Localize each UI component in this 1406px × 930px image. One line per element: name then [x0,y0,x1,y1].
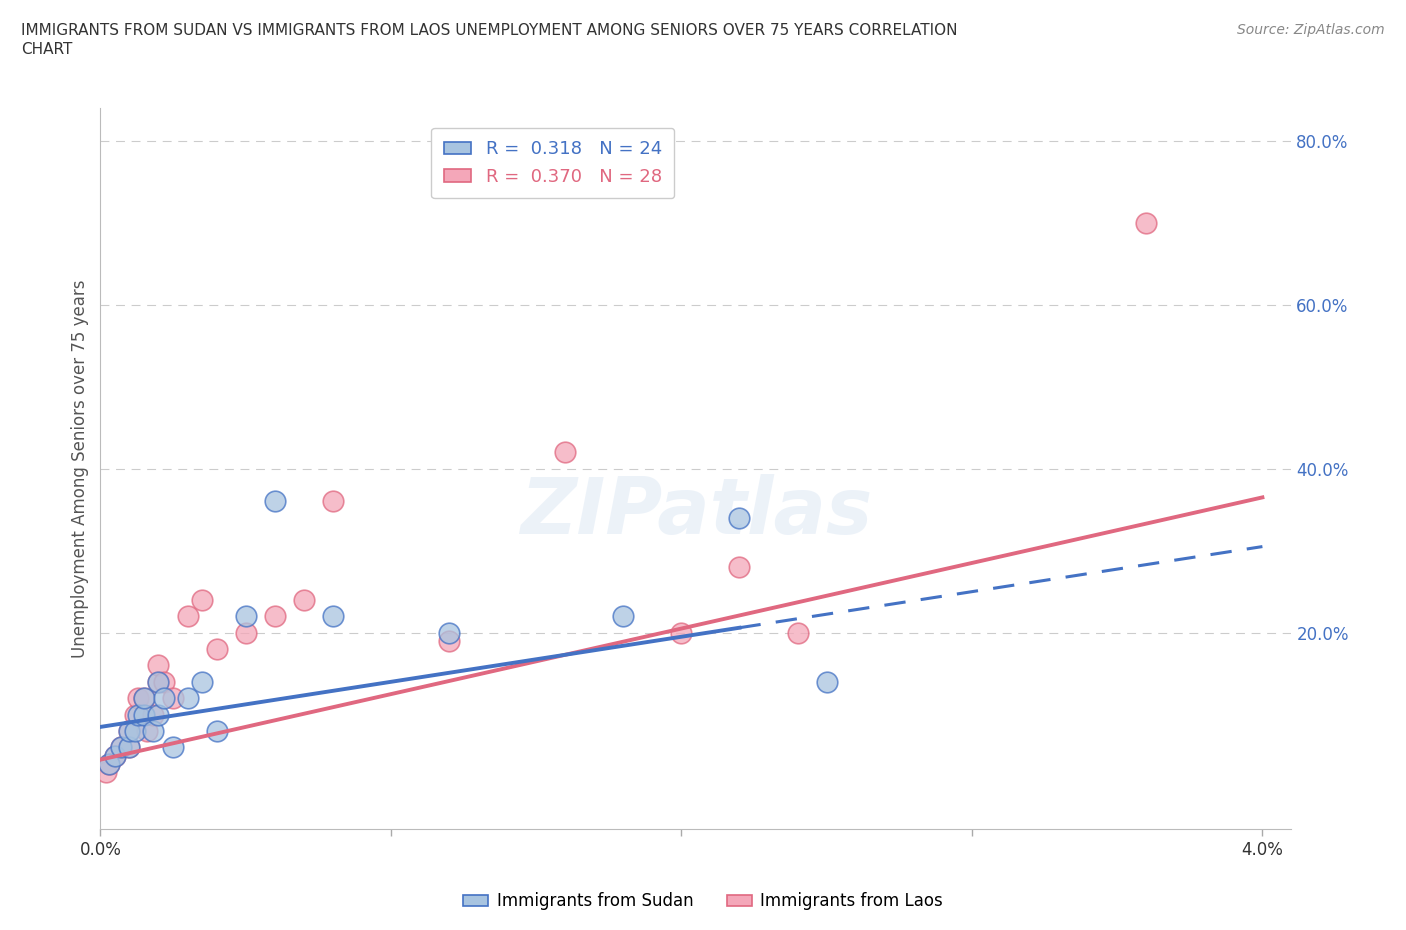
Point [118,724,141,738]
Point [554,445,576,459]
Point [191,592,214,607]
Point [135,724,157,738]
Point [153,674,176,689]
Point [127,707,149,722]
Point [263,609,285,624]
Point [235,625,257,640]
Point [322,494,344,509]
Legend: Immigrants from Sudan, Immigrants from Laos: Immigrants from Sudan, Immigrants from L… [457,885,949,917]
Point [96,764,118,779]
Point [132,707,155,722]
Point [437,625,460,640]
Point [118,740,141,755]
Point [191,674,214,689]
Point [162,740,184,755]
Point [205,724,228,738]
Point [235,609,257,624]
Point [132,691,155,706]
Point [162,691,184,706]
Point [127,691,149,706]
Text: IMMIGRANTS FROM SUDAN VS IMMIGRANTS FROM LAOS UNEMPLOYMENT AMONG SENIORS OVER 75: IMMIGRANTS FROM SUDAN VS IMMIGRANTS FROM… [21,23,957,38]
Point [142,724,165,738]
Point [98,756,121,771]
Point [132,691,155,706]
Point [612,609,634,624]
Point [110,740,132,755]
Point [292,592,315,607]
Point [148,658,170,673]
Point [728,511,751,525]
Point [671,625,693,640]
Legend: R =  0.318   N = 24, R =  0.370   N = 28: R = 0.318 N = 24, R = 0.370 N = 28 [432,127,675,198]
Point [1135,216,1157,231]
Point [728,560,751,575]
Point [176,691,198,706]
Point [104,748,127,763]
Point [110,740,132,755]
Point [263,494,285,509]
Point [118,740,141,755]
Point [148,674,170,689]
Point [176,609,198,624]
Point [104,748,127,763]
Point [98,756,121,771]
Point [124,724,146,738]
Point [148,674,170,689]
Point [437,633,460,648]
Point [815,674,838,689]
Point [118,724,141,738]
Point [322,609,344,624]
Point [153,691,176,706]
Text: CHART: CHART [21,42,73,57]
Point [142,707,165,722]
Point [205,642,228,657]
Text: Source: ZipAtlas.com: Source: ZipAtlas.com [1237,23,1385,37]
Y-axis label: Unemployment Among Seniors over 75 years: Unemployment Among Seniors over 75 years [72,279,89,658]
Text: ZIPatlas: ZIPatlas [520,474,872,550]
Point [124,707,146,722]
Point [148,707,170,722]
Point [786,625,808,640]
